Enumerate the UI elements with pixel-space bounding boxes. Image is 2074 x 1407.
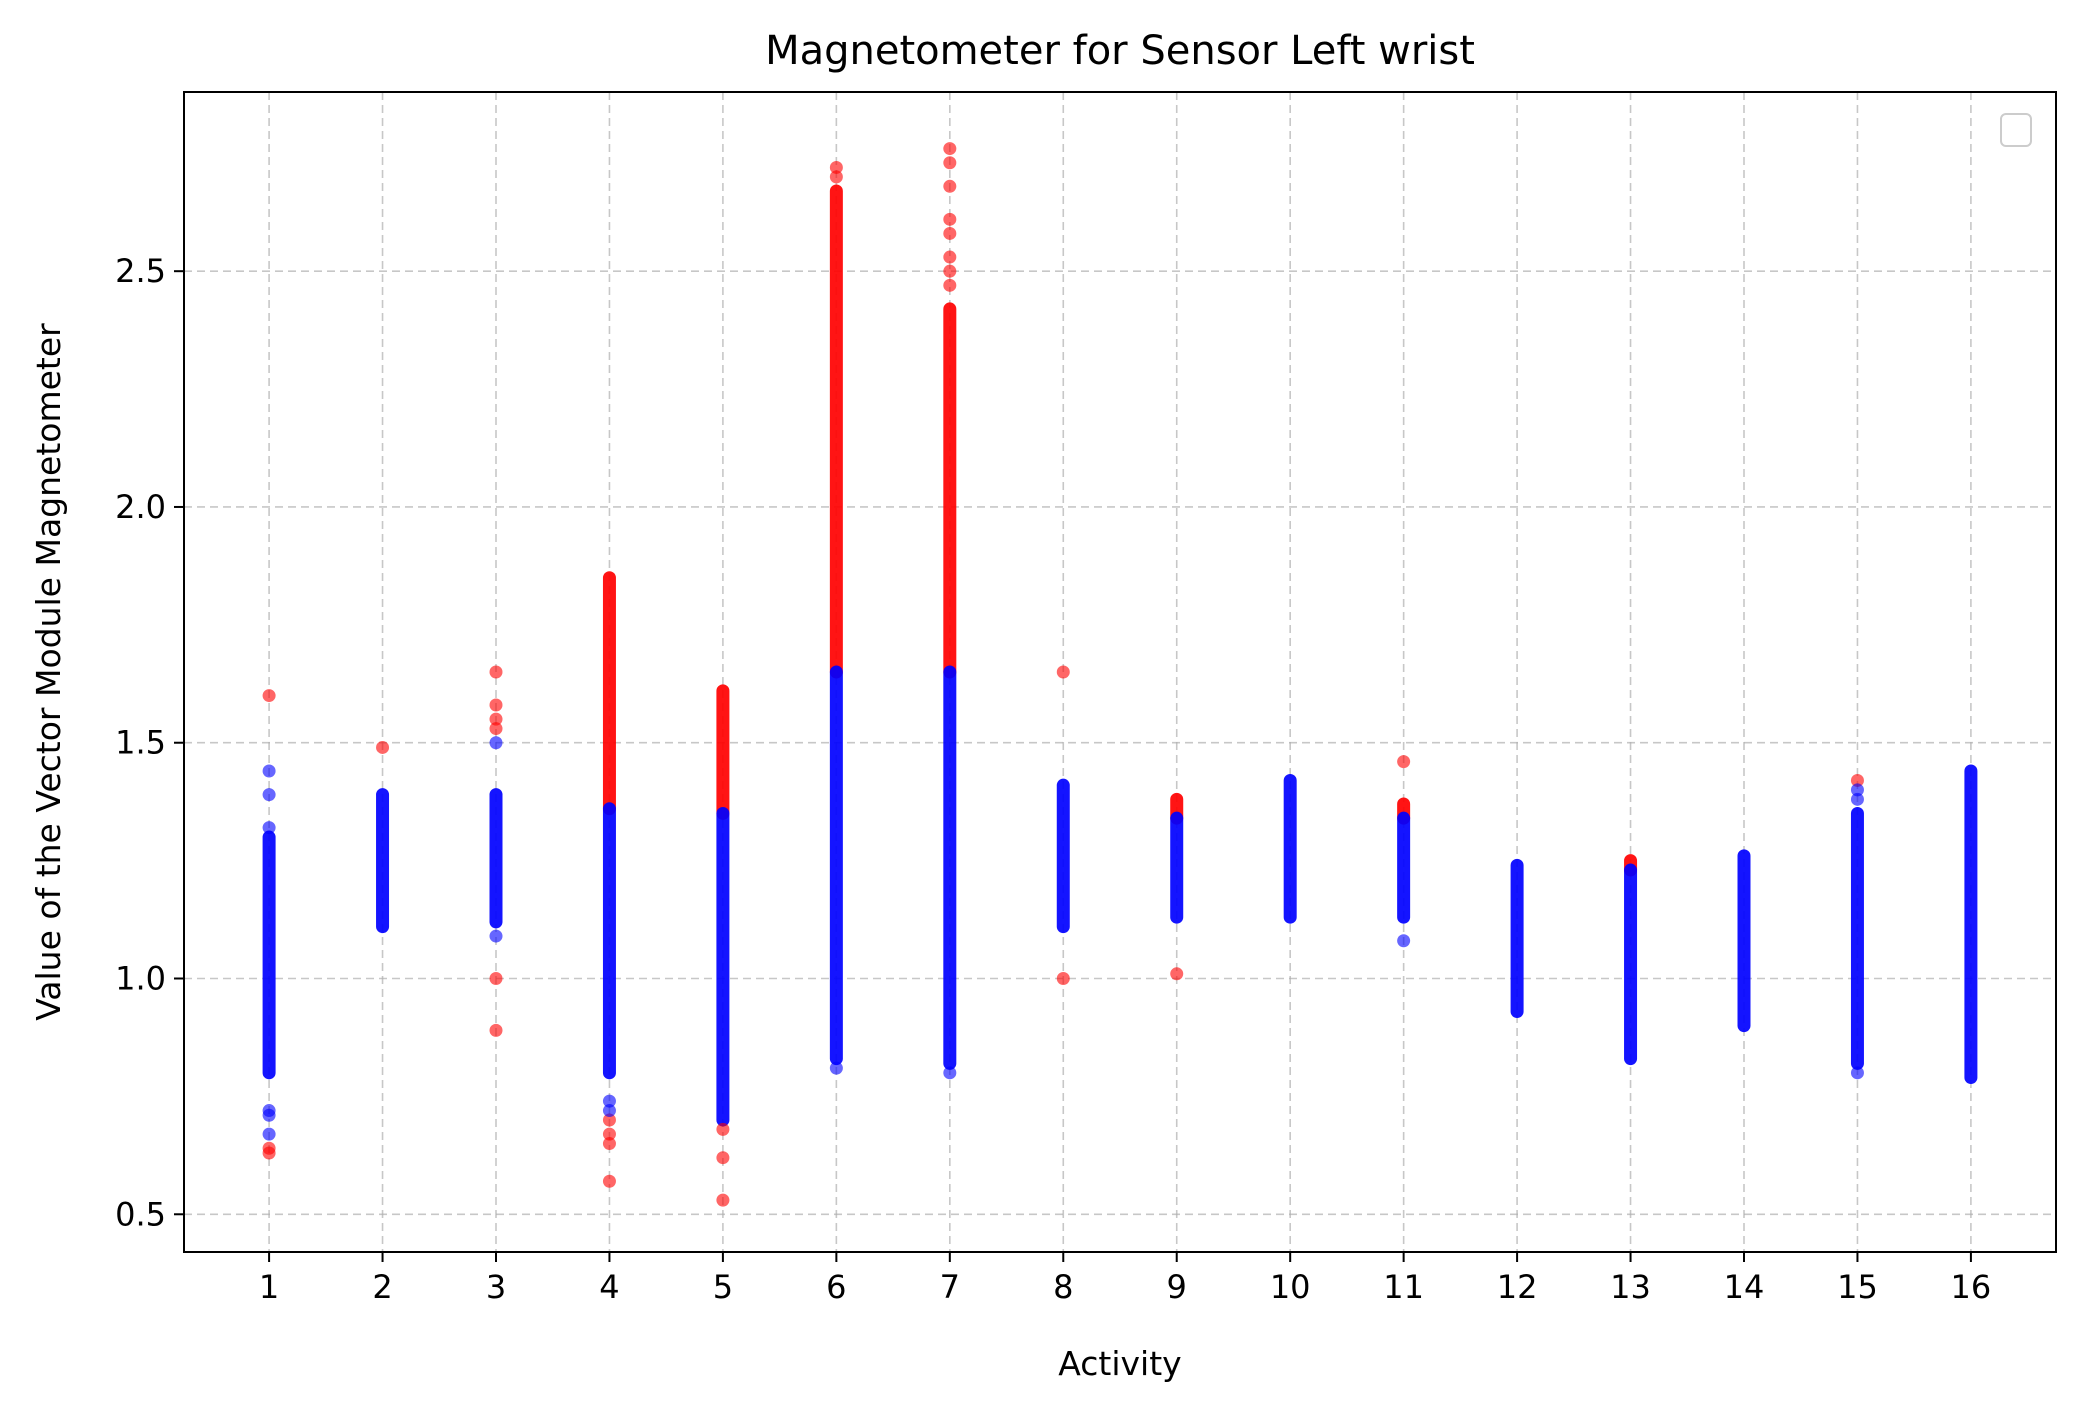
normal-band <box>716 806 730 1127</box>
normal-point <box>1850 783 1864 797</box>
normal-band <box>1397 811 1411 924</box>
x-tick-label: 9 <box>1167 1268 1187 1306</box>
outlier-point <box>489 1023 503 1037</box>
y-tick-label: 0.5 <box>115 1195 166 1233</box>
normal-band <box>602 802 616 1080</box>
y-tick-label: 1.5 <box>115 724 166 762</box>
outlier-point <box>716 1193 730 1207</box>
outlier-point <box>602 1113 616 1127</box>
normal-point <box>489 929 503 943</box>
plot-area <box>184 92 2056 1252</box>
x-tick-label: 14 <box>1724 1268 1765 1306</box>
legend-box <box>2000 113 2032 147</box>
x-tick-label: 8 <box>1053 1268 1073 1306</box>
normal-band <box>1056 778 1070 934</box>
x-tick-label: 16 <box>1951 1268 1992 1306</box>
outlier-band <box>716 684 730 820</box>
normal-band <box>943 665 957 1070</box>
normal-point <box>489 736 503 750</box>
outlier-band <box>829 184 843 679</box>
normal-band <box>1737 849 1751 1033</box>
normal-point <box>829 1061 843 1075</box>
x-tick-label: 4 <box>599 1268 619 1306</box>
x-tick-label: 12 <box>1497 1268 1538 1306</box>
normal-band <box>1850 806 1864 1070</box>
outlier-point <box>716 1122 730 1136</box>
x-tick-label: 6 <box>826 1268 846 1306</box>
y-axis-ticks: 0.5 1.0 1.5 2.0 2.5 <box>115 252 184 1233</box>
x-axis-label: Activity <box>1058 1344 1181 1383</box>
x-tick-label: 2 <box>372 1268 392 1306</box>
x-tick-label: 7 <box>940 1268 960 1306</box>
normal-point <box>602 1094 616 1108</box>
plot-frame <box>183 91 2057 1253</box>
y-tick-label: 1.0 <box>115 960 166 998</box>
normal-band <box>829 665 843 1066</box>
normal-point <box>262 1108 276 1122</box>
outlier-point <box>489 722 503 736</box>
chart-title: Magnetometer for Sensor Left wrist <box>765 28 1475 74</box>
outlier-point <box>943 156 957 170</box>
normal-point <box>262 821 276 835</box>
outlier-point <box>1056 972 1070 986</box>
normal-point <box>1850 1066 1864 1080</box>
outlier-point <box>943 179 957 193</box>
outlier-point <box>489 665 503 679</box>
x-tick-label: 15 <box>1837 1268 1878 1306</box>
x-tick-label: 3 <box>486 1268 506 1306</box>
normal-point <box>262 764 276 778</box>
outlier-point <box>376 740 390 754</box>
normal-band <box>376 788 390 934</box>
outlier-point <box>602 1137 616 1151</box>
y-tick-label: 2.0 <box>115 488 166 526</box>
normal-band <box>1964 764 1978 1085</box>
outlier-point <box>943 226 957 240</box>
normal-point <box>602 1104 616 1118</box>
normal-band <box>489 788 503 929</box>
normal-point <box>943 1066 957 1080</box>
normal-band <box>1624 863 1638 1066</box>
x-tick-label: 5 <box>713 1268 733 1306</box>
outlier-point <box>489 712 503 726</box>
normal-band <box>1510 858 1524 1019</box>
outlier-point <box>1056 665 1070 679</box>
outlier-point <box>1397 755 1411 769</box>
outlier-point <box>262 1146 276 1160</box>
outlier-point <box>1850 773 1864 787</box>
outlier-point <box>943 264 957 278</box>
outlier-point <box>489 972 503 986</box>
x-axis-ticks: 1 2 3 4 5 6 7 8 9 10 11 12 13 14 15 16 <box>259 1252 1991 1306</box>
x-tick-label: 11 <box>1383 1268 1424 1306</box>
outlier-point <box>943 212 957 226</box>
outlier-point <box>602 1174 616 1188</box>
data-points <box>262 142 1978 1207</box>
y-tick-label: 2.5 <box>115 252 166 290</box>
outlier-point <box>489 698 503 712</box>
normal-band <box>262 830 276 1080</box>
x-tick-label: 10 <box>1270 1268 1311 1306</box>
outlier-point <box>943 278 957 292</box>
x-tick-label: 13 <box>1610 1268 1651 1306</box>
outlier-point <box>1170 967 1184 981</box>
normal-band <box>1283 773 1297 924</box>
outlier-point <box>602 1127 616 1141</box>
outlier-band <box>602 571 616 816</box>
outlier-point <box>716 1151 730 1165</box>
outlier-point <box>262 689 276 703</box>
outlier-band <box>943 302 957 679</box>
x-tick-label: 1 <box>259 1268 279 1306</box>
outlier-point <box>829 160 843 174</box>
y-axis-label: Value of the Vector Module Magnetometer <box>29 323 68 1021</box>
normal-point <box>1850 792 1864 806</box>
normal-point <box>1397 934 1411 948</box>
outlier-point <box>943 142 957 156</box>
normal-band <box>1170 811 1184 924</box>
normal-point <box>262 1127 276 1141</box>
normal-point <box>262 788 276 802</box>
outlier-point <box>829 170 843 184</box>
outlier-point <box>943 250 957 264</box>
